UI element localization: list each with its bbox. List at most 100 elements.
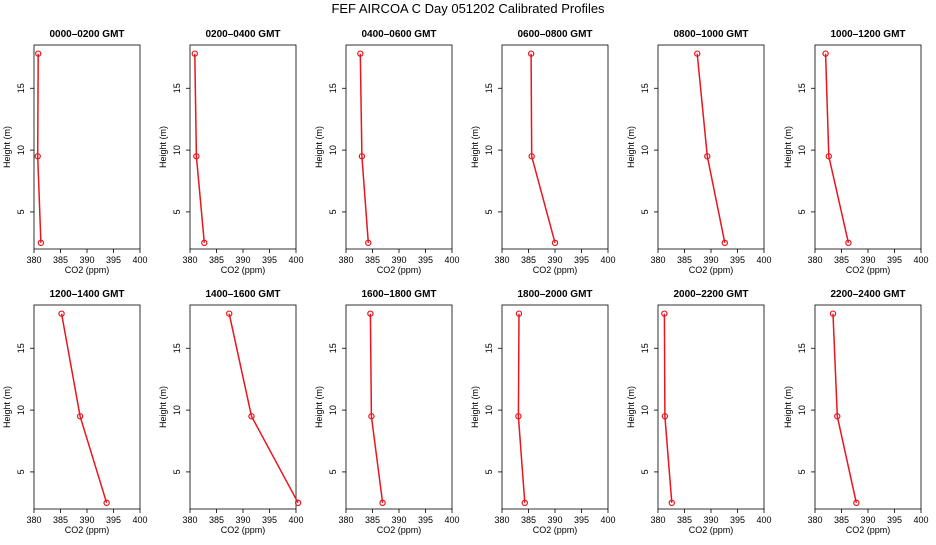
series-line [824,53,850,243]
x-tick-label: 400 [444,255,459,265]
x-axis-label: CO2 (ppm) [65,265,110,275]
y-tick-label: 15 [172,83,182,93]
x-tick-label: 385 [365,255,380,265]
series-line [369,313,384,503]
y-tick-label: 5 [797,209,807,214]
x-tick-label: 380 [650,255,665,265]
y-axis-label: Height (m) [626,386,636,428]
data-point [528,153,535,160]
x-tick-label: 385 [677,515,692,525]
x-tick-label: 390 [547,515,562,525]
data-point [367,310,374,317]
y-tick-label: 15 [328,83,338,93]
x-tick-label: 385 [209,255,224,265]
data-point [661,310,668,317]
data-point [294,499,302,507]
x-tick-label: 400 [600,515,615,525]
data-point [357,50,364,57]
x-tick-label: 385 [365,515,380,525]
x-axis-label: CO2 (ppm) [221,525,266,535]
x-tick-label: 390 [235,255,250,265]
y-tick-label: 10 [484,145,494,155]
y-axis-label: Height (m) [2,386,12,428]
x-axis-label: CO2 (ppm) [533,525,578,535]
y-tick-label: 15 [16,343,26,353]
data-point [845,239,852,247]
plot-frame [345,304,453,510]
panel-title: 1400–1600 GMT [205,289,280,300]
x-axis-label: CO2 (ppm) [533,265,578,275]
plot-frame [501,44,609,250]
x-tick-label: 385 [677,255,692,265]
x-tick-label: 395 [574,255,589,265]
panel-title: 0400–0600 GMT [361,29,436,40]
x-tick-label: 385 [53,255,68,265]
plot-frame [814,44,922,250]
series-line [517,313,526,503]
data-point [834,413,841,420]
series-line [832,313,858,503]
data-point [704,153,711,160]
data-point [368,413,375,420]
x-tick-label: 390 [860,255,875,265]
y-tick-label: 5 [16,469,26,474]
x-tick-label: 395 [106,515,121,525]
panel-title: 0800–1000 GMT [673,29,748,40]
x-tick-label: 400 [756,515,771,525]
y-tick-label: 10 [172,405,182,415]
chart-panel-1: 0000–0200 GMT 380 385 390 395 400 5 10 15 CO2 (pp… [2,29,148,275]
plot-frame [33,44,141,250]
y-tick-label: 5 [328,469,338,474]
x-tick-label: 380 [182,255,197,265]
plot-frame [189,304,297,510]
x-axis-label: CO2 (ppm) [846,525,891,535]
x-tick-label: 400 [913,515,928,525]
data-point [721,239,728,247]
y-axis-label: Height (m) [314,386,324,428]
y-axis-label: Height (m) [314,126,324,168]
y-tick-label: 5 [16,209,26,214]
panel-title: 1200–1400 GMT [49,289,124,300]
y-tick-label: 15 [16,83,26,93]
x-tick-label: 400 [756,255,771,265]
panel-title: 0200–0400 GMT [205,29,280,40]
data-point [34,153,41,160]
y-axis-label: Height (m) [470,126,480,168]
x-axis-label: CO2 (ppm) [846,265,891,275]
series-line [194,53,206,243]
x-tick-label: 400 [132,515,147,525]
panel-title: 1600–1800 GMT [361,289,436,300]
x-tick-label: 400 [444,515,459,525]
y-tick-label: 10 [797,145,807,155]
x-tick-label: 385 [209,515,224,525]
y-tick-label: 5 [797,469,807,474]
series-line [696,53,726,243]
data-point [248,413,255,420]
y-tick-label: 15 [328,343,338,353]
y-tick-label: 5 [640,469,650,474]
y-axis-label: Height (m) [2,126,12,168]
y-axis-label: Height (m) [783,126,793,168]
data-point [551,239,559,247]
y-tick-label: 5 [328,209,338,214]
data-point [829,310,837,317]
x-tick-label: 385 [521,255,536,265]
chart-panel-2: 0200–0400 GMT 380 385 390 395 400 5 10 15 CO2 (pp… [158,29,304,275]
data-point [661,413,669,420]
x-tick-label: 390 [703,515,718,525]
series-line [60,313,108,504]
x-tick-label: 390 [860,515,875,525]
data-point [103,499,110,507]
x-tick-label: 395 [887,255,902,265]
x-tick-label: 385 [834,515,849,525]
x-tick-label: 385 [53,515,68,525]
y-tick-label: 10 [328,405,338,415]
data-point [521,499,528,507]
data-point [365,239,372,247]
data-point [527,50,535,57]
x-tick-label: 385 [834,255,849,265]
series-line [663,313,673,503]
plot-frame [657,44,765,250]
x-tick-label: 395 [887,515,902,525]
